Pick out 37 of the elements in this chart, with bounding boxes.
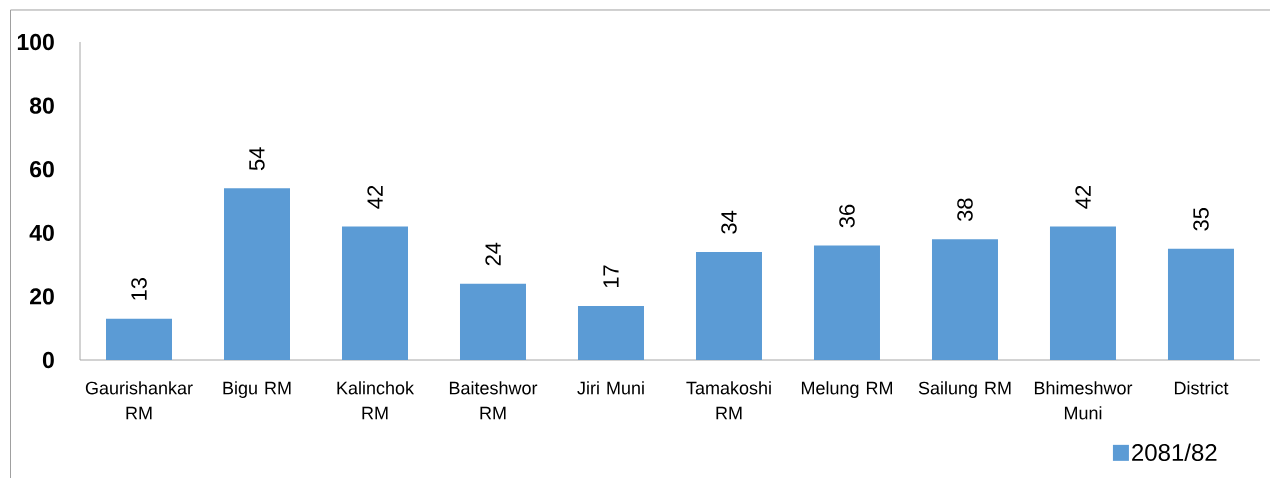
x-tick-label: Melung RM [801,381,892,398]
data-label: 42 [367,185,383,209]
y-tick-label: 80 [29,97,54,114]
x-tick-label: Tamakoshi RM [686,381,771,420]
y-tick-label: 60 [30,161,54,178]
bar [224,188,290,360]
data-label: 34 [721,210,737,234]
y-tick-label: 100 [17,33,54,51]
data-label: 36 [839,204,855,228]
data-label: 54 [249,147,265,171]
bar [1049,226,1116,360]
bar [459,283,526,360]
data-label: 17 [603,265,619,288]
x-tick-label: Bhimeshwor Muni [1034,381,1133,420]
data-label: 24 [485,242,501,266]
x-tick-label: Sailung RM [918,381,1011,398]
y-tick-label: 0 [42,351,54,369]
bar [341,226,408,360]
x-tick-label: Jiri Muni [577,381,644,395]
y-tick-label: 20 [30,288,54,305]
data-label: 38 [957,198,973,222]
bar [106,318,172,360]
bar [1167,248,1234,360]
x-tick-label: District [1174,381,1229,395]
bar [931,239,998,360]
x-tick-label: Bigu RM [223,381,291,398]
x-tick-label: Kalinchok RM [337,381,415,420]
legend-label: 2081/82 [1132,443,1217,462]
x-tick-label: Gaurishankar RM [85,381,193,420]
bar [695,251,762,360]
bar [813,245,880,360]
bar [577,305,644,360]
x-tick-label: Baiteshwor RM [449,381,538,420]
data-label: 35 [1193,207,1209,231]
y-tick-label: 40 [29,224,54,241]
data-label: 42 [1075,185,1091,209]
data-label: 13 [131,277,147,300]
